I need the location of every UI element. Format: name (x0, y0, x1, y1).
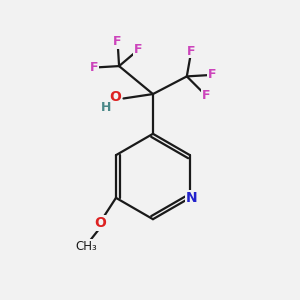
Text: CH₃: CH₃ (76, 240, 98, 253)
Text: F: F (208, 68, 216, 81)
Text: H: H (101, 101, 112, 114)
Text: N: N (186, 191, 197, 205)
Text: F: F (134, 44, 142, 56)
Text: O: O (109, 90, 121, 104)
Text: F: F (90, 61, 98, 74)
Text: O: O (94, 216, 106, 230)
Text: F: F (113, 35, 122, 48)
Text: F: F (187, 45, 196, 58)
Text: F: F (202, 89, 210, 102)
